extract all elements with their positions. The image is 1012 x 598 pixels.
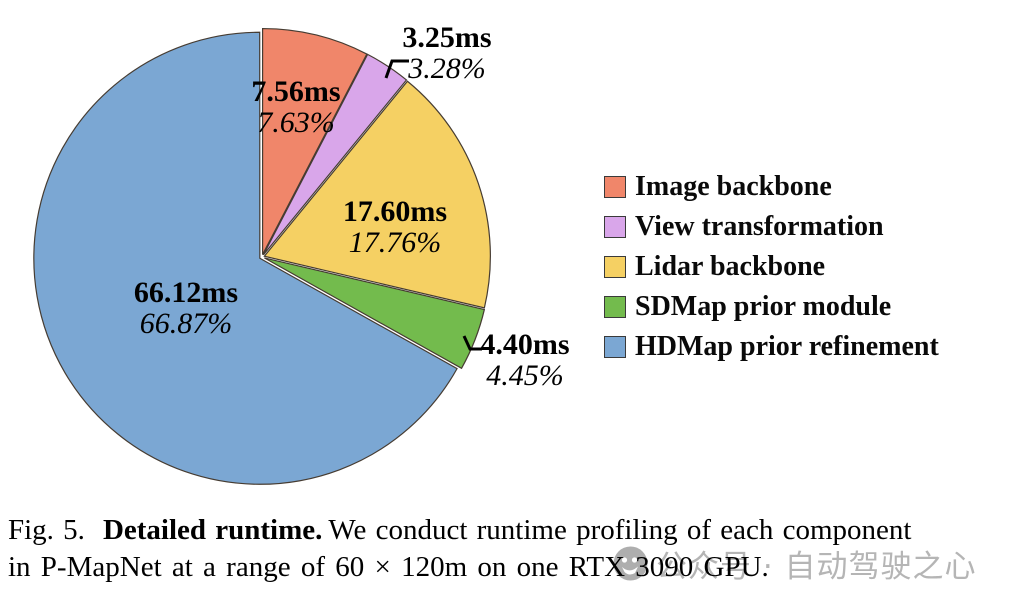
- slice-ms-value: 66.12ms: [133, 276, 239, 309]
- slice-label-sdmap-prior-module: 4.40ms 4.45%: [480, 329, 569, 391]
- legend-item-label: Lidar backbone: [635, 251, 826, 282]
- legend-swatch-icon: [604, 216, 626, 238]
- slice-ms-value: 7.56ms: [251, 75, 341, 108]
- legend-swatch-icon: [604, 336, 626, 358]
- caption-fig-label: Fig. 5.: [8, 514, 85, 546]
- pie-slice-view-transformation: [262, 53, 408, 256]
- legend-item-hdmap-prior-refinement: HDMap prior refinement: [604, 327, 939, 367]
- slice-pct-value: 4.45%: [486, 359, 564, 392]
- caption-text: We conduct runtime profiling of each com…: [328, 514, 912, 546]
- slice-label-hdmap-prior-refinement: 66.12ms 66.87%: [134, 277, 238, 339]
- pie-slice-sdmap-prior-module: [264, 257, 486, 370]
- slice-label-image-backbone: 7.56ms 7.63%: [251, 76, 340, 138]
- leader-line-view-transformation: [384, 59, 409, 79]
- slice-ms-value: 17.60ms: [342, 195, 448, 228]
- slice-label-lidar-backbone: 17.60ms 17.76%: [343, 196, 447, 258]
- legend-swatch-icon: [604, 176, 626, 198]
- watermark: 公众号 · 自动驾驶之心: [613, 541, 977, 586]
- slice-label-view-transformation: 3.25ms 3.28%: [402, 22, 491, 84]
- legend-item-label: View transformation: [635, 211, 884, 242]
- caption-line-2: in P-MapNet at a range of 60 × 120m on o…: [8, 551, 769, 583]
- leader-line-sdmap-prior-module: [462, 335, 482, 351]
- caption-title: Detailed runtime.: [102, 514, 323, 546]
- legend-item-label: SDMap prior module: [635, 291, 892, 322]
- pie-slice-hdmap-prior-refinement: [33, 31, 458, 485]
- slice-ms-value: 4.40ms: [480, 328, 570, 361]
- wechat-official-account-icon: [613, 546, 648, 581]
- legend-item-image-backbone: Image backbone: [604, 167, 939, 207]
- legend-item-view-transformation: View transformation: [604, 207, 939, 247]
- slice-pct-value: 17.76%: [348, 226, 442, 259]
- legend-swatch-icon: [604, 256, 626, 278]
- slice-pct-value: 3.28%: [408, 52, 486, 85]
- legend: Image backbone View transformation Lidar…: [604, 167, 939, 367]
- legend-item-label: HDMap prior refinement: [635, 331, 939, 362]
- pie-slice-image-backbone: [261, 27, 368, 255]
- watermark-text: 公众号 · 自动驾驶之心: [656, 549, 977, 585]
- pie-slice-lidar-backbone: [263, 80, 491, 309]
- legend-item-sdmap-prior-module: SDMap prior module: [604, 287, 939, 327]
- slice-ms-value: 3.25ms: [402, 21, 492, 54]
- legend-item-lidar-backbone: Lidar backbone: [604, 247, 939, 287]
- legend-item-label: Image backbone: [635, 171, 832, 202]
- caption-line-1: Fig. 5. Detailed runtime. We conduct runti…: [8, 512, 1008, 549]
- slice-pct-value: 66.87%: [139, 307, 233, 340]
- figure-caption: Fig. 5. Detailed runtime. We conduct runti…: [8, 512, 1008, 586]
- slice-pct-value: 7.63%: [257, 106, 335, 139]
- legend-swatch-icon: [604, 296, 626, 318]
